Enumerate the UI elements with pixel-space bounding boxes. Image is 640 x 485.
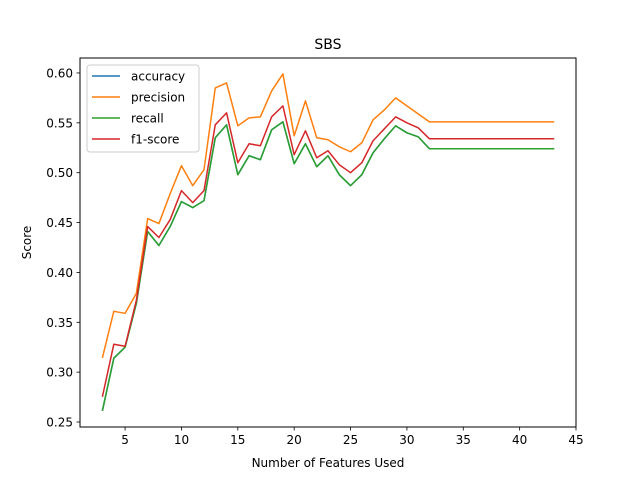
y-ticks: 0.25 0.30 0.35 0.40 0.45 0.50 0.55 0.60 (46, 66, 80, 430)
y-tick-label: 0.55 (46, 116, 73, 130)
legend-label-precision: precision (131, 91, 185, 105)
x-axis-label: Number of Features Used (252, 456, 405, 470)
chart-title: SBS (314, 37, 341, 53)
y-tick-label: 0.30 (46, 366, 73, 380)
x-tick-label: 40 (512, 433, 527, 447)
y-tick-label: 0.60 (46, 66, 73, 80)
y-tick-label: 0.35 (46, 316, 73, 330)
x-tick-label: 5 (121, 433, 129, 447)
x-tick-label: 20 (287, 433, 302, 447)
series-line-recall (101, 121, 555, 411)
legend: accuracy precision recall f1-score (86, 64, 200, 153)
x-tick-label: 35 (456, 433, 471, 447)
x-tick-label: 15 (230, 433, 245, 447)
legend-label-recall: recall (131, 112, 164, 126)
legend-label-f1-score: f1-score (131, 133, 179, 147)
legend-label-accuracy: accuracy (131, 70, 185, 84)
x-tick-label: 30 (399, 433, 414, 447)
y-tick-label: 0.50 (46, 166, 73, 180)
x-tick-label: 10 (174, 433, 189, 447)
x-tick-label: 45 (568, 433, 583, 447)
y-axis-label: Score (20, 226, 34, 260)
legend-frame (86, 64, 200, 153)
x-tick-label: 25 (343, 433, 358, 447)
y-tick-label: 0.45 (46, 216, 73, 230)
series-line-accuracy (101, 121, 555, 411)
plot-frame (79, 57, 577, 428)
series-layer (101, 73, 555, 411)
y-tick-label: 0.25 (46, 416, 73, 430)
series-line-precision (101, 73, 555, 359)
y-tick-label: 0.40 (46, 266, 73, 280)
x-ticks: 5 10 15 20 25 30 35 40 45 (121, 427, 584, 447)
series-line-f1-score (101, 105, 555, 397)
